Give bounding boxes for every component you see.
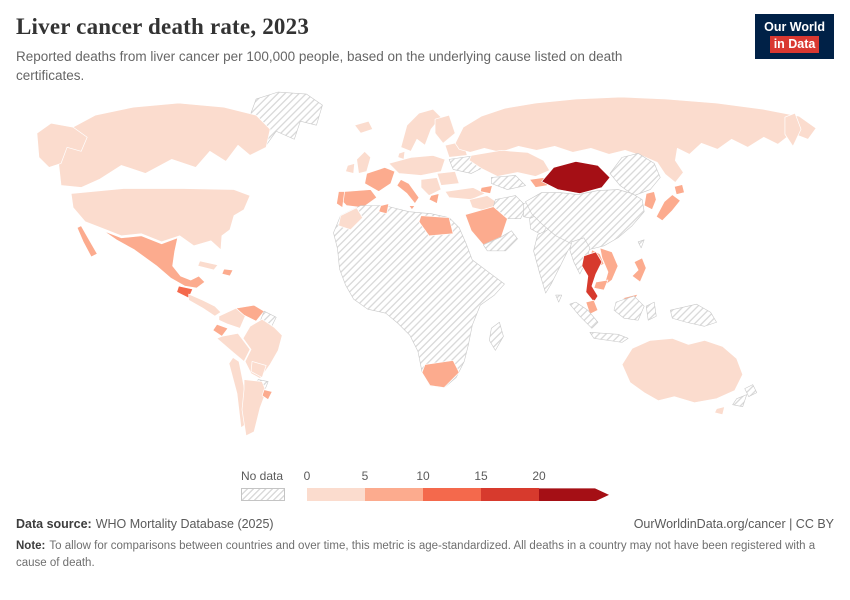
chart-header: Liver cancer death rate, 2023 Reported d… (16, 14, 834, 85)
legend-no-data-label: No data (241, 469, 284, 484)
country-sri-lanka[interactable] (555, 295, 563, 303)
legend-colorbar-segments (307, 488, 609, 502)
region-uzbekistan-turkmenistan[interactable] (491, 175, 526, 191)
country-australia[interactable] (621, 338, 744, 404)
country-japan-hokkaido[interactable] (673, 184, 685, 196)
country-south-africa[interactable] (421, 360, 460, 389)
country-peru[interactable] (216, 333, 251, 363)
page-title: Liver cancer death rate, 2023 (16, 14, 310, 39)
country-united-states-alaska[interactable] (36, 123, 88, 169)
legend-bin-15-20[interactable] (481, 488, 539, 502)
legend-tick: 5 (361, 469, 369, 484)
legend-tick: 10 (416, 469, 430, 484)
country-azerbaijan[interactable] (479, 185, 493, 195)
country-indonesia-java[interactable] (589, 332, 629, 343)
data-source: Data source: WHO Mortality Database (2025… (16, 517, 274, 531)
country-finland[interactable] (434, 115, 456, 144)
logo-line1: Our World (764, 20, 825, 34)
country-philippines[interactable] (631, 257, 647, 283)
country-russia[interactable] (454, 97, 817, 184)
footnote-label: Note: (16, 540, 46, 553)
country-italy[interactable] (396, 179, 420, 205)
country-mexico[interactable] (102, 230, 206, 289)
country-japan[interactable] (655, 194, 681, 222)
country-russia-kamchatka[interactable] (784, 113, 802, 147)
legend-tick: 20 (532, 469, 546, 484)
country-italy-sicily[interactable] (408, 205, 416, 211)
world-map (16, 89, 834, 461)
country-vietnam[interactable] (599, 247, 619, 287)
footnote: Note: To allow for comparisons between co… (16, 538, 834, 571)
country-mexico[interactable] (76, 225, 98, 258)
country-ireland[interactable] (345, 163, 355, 175)
country-thailand[interactable] (581, 251, 603, 303)
region-romania-bulgaria[interactable] (436, 171, 460, 187)
country-egypt[interactable] (418, 215, 454, 237)
region-central-europe[interactable] (388, 155, 446, 177)
country-cuba[interactable] (197, 260, 219, 271)
legend-tick: 15 (474, 469, 488, 484)
country-tunisia[interactable] (378, 203, 390, 215)
country-madagascar[interactable] (489, 322, 504, 352)
footnote-text: To allow for comparisons between countri… (16, 540, 816, 569)
chart-footer: Data source: WHO Mortality Database (2025… (16, 517, 834, 571)
country-iceland[interactable] (354, 121, 374, 134)
legend-bin-10-15[interactable] (423, 488, 481, 502)
header-text: Liver cancer death rate, 2023 Reported d… (16, 14, 671, 85)
country-bolivia[interactable] (250, 361, 267, 379)
legend-bin-20-plus[interactable] (539, 488, 609, 502)
country-taiwan[interactable] (637, 239, 645, 249)
region-yemen-oman[interactable] (483, 230, 518, 252)
country-uruguay[interactable] (261, 389, 273, 401)
map-legend: No data 0 5 10 15 20 (16, 469, 834, 502)
country-china-manchuria[interactable] (609, 153, 661, 197)
country-south-korea[interactable] (643, 191, 657, 211)
owid-credit-link[interactable]: OurWorldinData.org/cancer | CC BY (633, 517, 834, 532)
logo-line2: in Data (769, 36, 820, 53)
legend-no-data-swatch[interactable] (241, 488, 285, 502)
region-central-america[interactable] (188, 294, 222, 317)
country-canada[interactable] (56, 103, 271, 189)
country-greece[interactable] (428, 193, 440, 205)
country-cambodia[interactable] (593, 279, 609, 291)
country-ecuador[interactable] (212, 324, 229, 337)
country-turkey[interactable] (444, 187, 486, 201)
country-united-kingdom[interactable] (356, 151, 372, 175)
country-indonesia-sumatra[interactable] (569, 302, 599, 329)
country-united-states[interactable] (70, 188, 251, 251)
country-new-zealand-north[interactable] (744, 384, 758, 398)
chart-subtitle: Reported deaths from liver cancer per 10… (16, 49, 623, 84)
country-new-zealand-south[interactable] (732, 394, 748, 408)
world-map-svg (36, 92, 817, 437)
source-line: Data source: WHO Mortality Database (2025… (16, 517, 834, 531)
country-denmark[interactable] (397, 151, 406, 161)
legend-tick: 0 (303, 469, 311, 484)
country-morocco[interactable] (338, 207, 364, 231)
legend-bin-5-10[interactable] (365, 488, 423, 502)
country-kazakhstan[interactable] (468, 150, 551, 178)
data-source-label: Data source: (16, 517, 92, 532)
legend-colorbar: 0 5 10 15 20 (303, 469, 609, 502)
country-china[interactable] (525, 189, 645, 251)
data-source-value: WHO Mortality Database (2025) (95, 517, 274, 532)
country-indonesia-borneo[interactable] (613, 296, 645, 321)
owid-logo[interactable]: Our World in Data (755, 14, 834, 59)
country-venezuela[interactable] (235, 305, 265, 322)
country-dominican-republic[interactable] (221, 268, 234, 277)
country-australia-tasmania[interactable] (714, 406, 725, 416)
country-argentina[interactable] (241, 379, 267, 437)
country-france[interactable] (364, 167, 396, 193)
country-papua-new-guinea[interactable] (670, 304, 717, 327)
country-mongolia[interactable] (541, 161, 611, 195)
legend-bin-0-5[interactable] (307, 488, 365, 502)
country-indonesia-sulawesi[interactable] (645, 302, 657, 321)
region-balkans[interactable] (420, 177, 442, 197)
legend-no-data: No data (241, 469, 285, 502)
country-malaysia[interactable] (585, 300, 599, 315)
country-portugal[interactable] (336, 191, 345, 209)
